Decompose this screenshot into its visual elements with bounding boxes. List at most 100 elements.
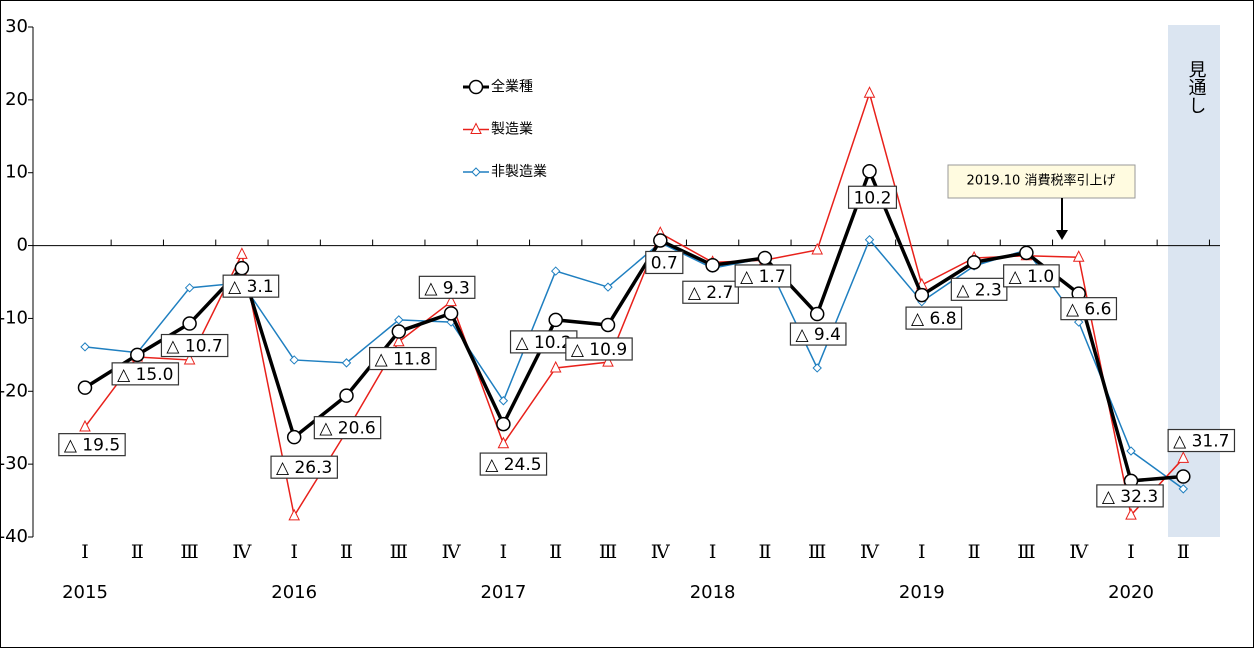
marker <box>1072 250 1085 262</box>
x-tick-label: Ⅲ <box>599 541 617 563</box>
value-label-box <box>1060 297 1118 321</box>
marker <box>914 287 930 303</box>
value-label: △ 32.3 <box>1102 487 1158 507</box>
value-label-box <box>1096 484 1164 508</box>
value-label: 10.2 <box>854 188 892 208</box>
marker <box>77 380 93 395</box>
marker <box>862 164 877 179</box>
value-label-box <box>1003 264 1060 288</box>
y-tick-label: 10 <box>5 162 28 183</box>
annotation-box <box>947 164 1136 199</box>
value-label: △ 10.9 <box>571 340 627 360</box>
marker <box>394 315 404 325</box>
marker <box>811 242 824 255</box>
x-tick-label: Ⅱ <box>131 541 144 563</box>
value-label: △ 10.7 <box>166 337 222 357</box>
value-label-box <box>160 333 229 358</box>
year-label: 2017 <box>480 582 526 603</box>
value-label-box <box>950 277 1008 301</box>
x-tick-label: Ⅰ <box>1127 541 1135 563</box>
marker <box>653 233 668 248</box>
x-tick-label: Ⅰ <box>918 541 926 563</box>
x-tick-label: Ⅳ <box>860 541 880 563</box>
value-label: △ 9.3 <box>424 278 470 298</box>
marker <box>443 306 459 321</box>
x-tick-label: Ⅲ <box>808 541 826 563</box>
x-tick-label: Ⅰ <box>290 541 298 563</box>
legend-label: 非製造業 <box>491 164 547 180</box>
year-label: 2019 <box>899 582 945 603</box>
marker <box>705 257 720 273</box>
value-label-box <box>682 280 739 304</box>
marker <box>391 324 407 339</box>
y-tick-label: 30 <box>5 16 28 37</box>
x-tick-label: Ⅲ <box>390 541 408 563</box>
marker <box>236 247 248 259</box>
x-tick-label: Ⅲ <box>180 541 198 563</box>
forecast-label: 見通し <box>1186 60 1207 114</box>
x-tick-label: Ⅳ <box>1069 541 1089 563</box>
marker <box>812 363 822 373</box>
marker <box>184 283 195 293</box>
marker <box>445 294 457 307</box>
value-label: △ 26.3 <box>276 458 332 478</box>
value-label: △ 20.6 <box>319 419 375 439</box>
marker <box>79 419 91 432</box>
value-label: △ 6.8 <box>911 309 957 329</box>
arrow-head <box>1056 230 1068 240</box>
value-label-box <box>418 275 476 299</box>
marker <box>183 352 196 365</box>
marker <box>809 306 825 322</box>
year-label: 2015 <box>62 582 108 603</box>
value-label: △ 6.6 <box>1066 300 1112 320</box>
value-label-box <box>369 346 437 371</box>
value-label: △ 15.0 <box>117 365 173 385</box>
x-tick-label: Ⅱ <box>968 541 981 563</box>
marker <box>966 255 982 270</box>
x-tick-label: Ⅳ <box>442 541 462 563</box>
value-label-box <box>565 337 633 361</box>
value-label: △ 10.2 <box>516 333 572 353</box>
x-tick-label: Ⅰ <box>500 541 508 563</box>
y-tick-label: 20 <box>5 89 28 110</box>
x-tick-label: Ⅱ <box>758 541 771 563</box>
marker <box>757 250 773 266</box>
legend-marker <box>468 79 484 95</box>
year-label: 2020 <box>1108 582 1154 603</box>
value-label-box <box>270 455 338 479</box>
value-label: △ 1.7 <box>740 267 786 287</box>
x-tick-label: Ⅳ <box>232 541 252 563</box>
marker <box>182 316 197 331</box>
value-label: △ 31.7 <box>1173 432 1229 452</box>
marker <box>288 508 301 521</box>
marker <box>392 334 405 347</box>
series-line <box>84 166 1184 483</box>
x-tick-label: Ⅱ <box>340 541 353 563</box>
legend-label: 製造業 <box>491 122 533 138</box>
x-tick-label: Ⅰ <box>709 541 717 563</box>
x-tick-label: Ⅳ <box>651 541 671 563</box>
legend-marker <box>470 122 482 134</box>
marker <box>1125 508 1137 520</box>
value-label-box <box>58 433 126 457</box>
marker <box>1126 446 1136 456</box>
value-label: △ 19.5 <box>64 436 120 456</box>
legend-label: 全業種 <box>491 78 533 95</box>
value-label: △ 1.0 <box>1009 267 1055 287</box>
marker <box>496 416 511 432</box>
value-label: △ 9.4 <box>795 325 841 345</box>
value-label-box <box>479 452 548 476</box>
y-tick-label: -20 <box>0 380 28 401</box>
marker <box>1176 469 1191 484</box>
marker <box>497 436 510 449</box>
value-label-box <box>645 250 684 275</box>
value-label-box <box>111 362 180 386</box>
marker <box>1019 245 1034 261</box>
marker <box>603 282 613 292</box>
value-label-box <box>847 185 898 209</box>
value-label: △ 3.1 <box>228 277 274 297</box>
marker <box>1177 451 1190 463</box>
y-tick-label: -10 <box>0 307 28 328</box>
